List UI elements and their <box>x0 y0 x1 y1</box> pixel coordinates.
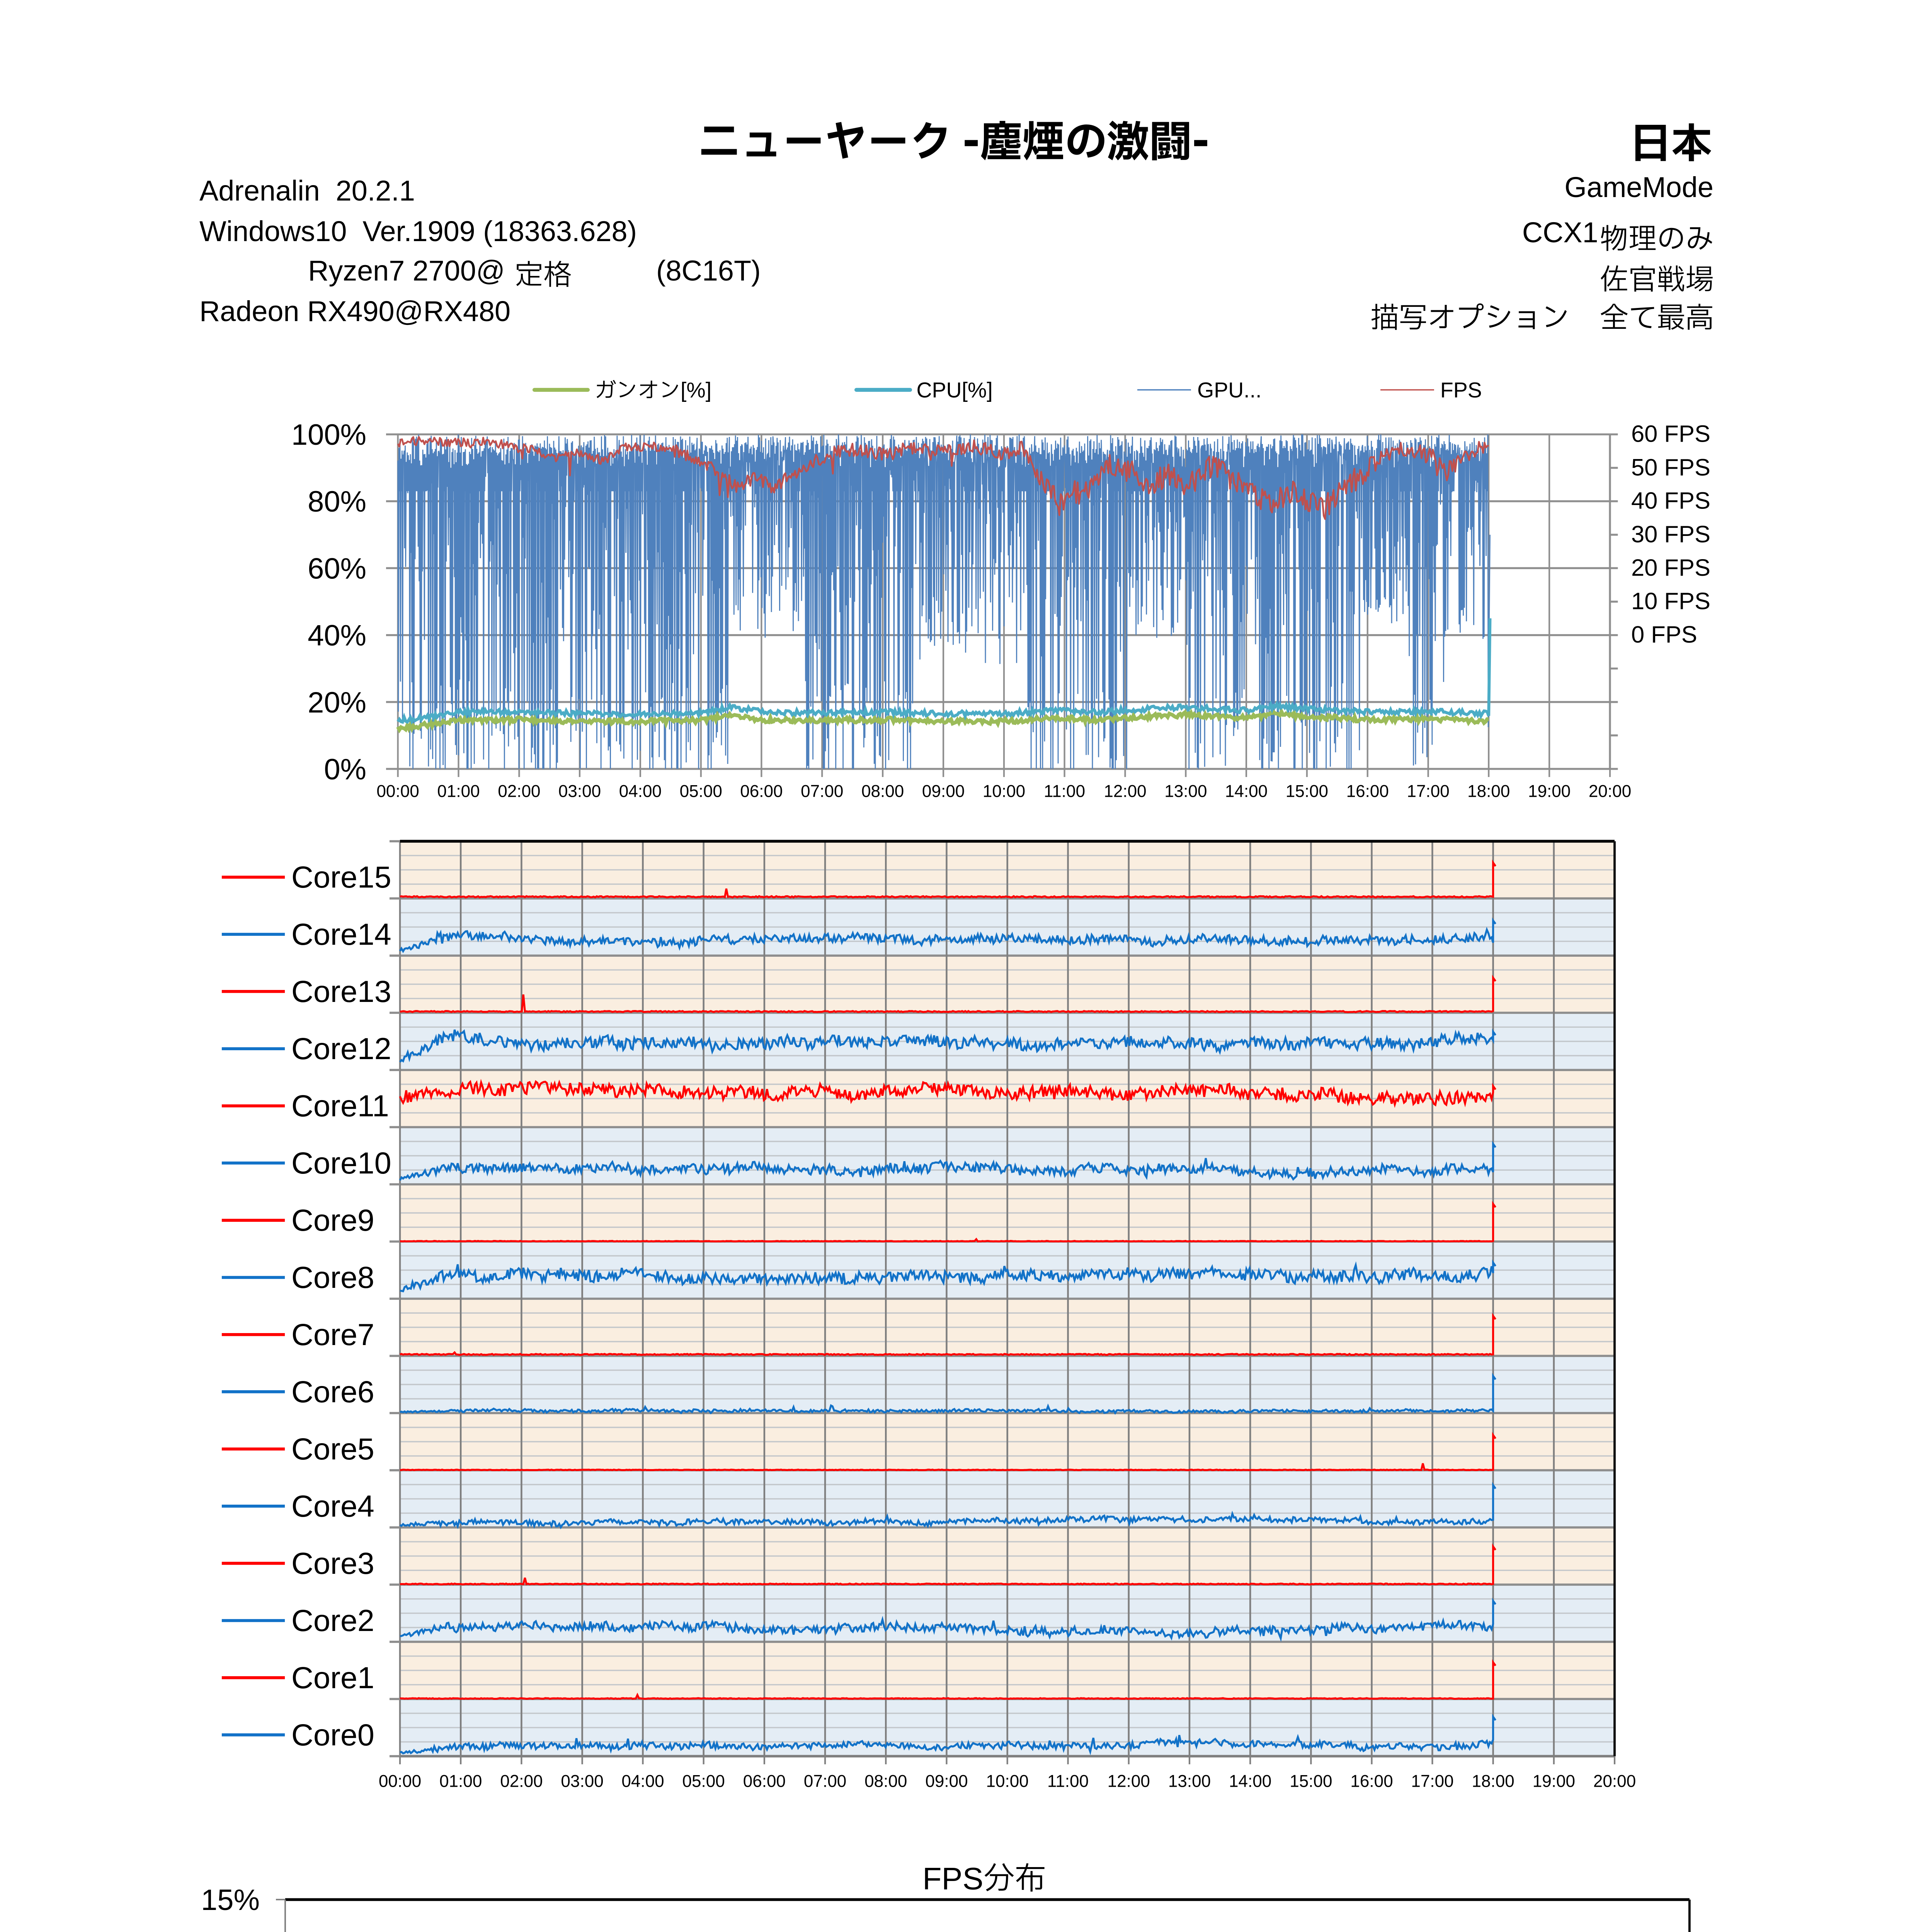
svg-text:100%: 100% <box>291 418 366 451</box>
svg-text:13:00: 13:00 <box>1164 782 1207 801</box>
svg-text:17:00: 17:00 <box>1407 782 1450 801</box>
svg-text:CPU[%]: CPU[%] <box>916 378 992 402</box>
svg-text:11:00: 11:00 <box>1047 1772 1089 1791</box>
svg-text:03:00: 03:00 <box>561 1772 603 1791</box>
svg-text:0 FPS: 0 FPS <box>1631 621 1697 648</box>
svg-text:15%: 15% <box>201 1884 260 1917</box>
svg-text:20:00: 20:00 <box>1589 782 1631 801</box>
svg-text:19:00: 19:00 <box>1528 782 1571 801</box>
svg-text:04:00: 04:00 <box>621 1772 664 1791</box>
svg-text:Core10: Core10 <box>291 1146 391 1180</box>
svg-text:Core13: Core13 <box>291 975 391 1009</box>
svg-text:08:00: 08:00 <box>864 1772 907 1791</box>
svg-text:20:00: 20:00 <box>1593 1772 1636 1791</box>
svg-text:15:00: 15:00 <box>1286 782 1328 801</box>
svg-text:Core3: Core3 <box>291 1546 374 1580</box>
svg-text:19:00: 19:00 <box>1533 1772 1575 1791</box>
svg-text:14:00: 14:00 <box>1225 782 1268 801</box>
svg-text:06:00: 06:00 <box>740 782 783 801</box>
svg-text:01:00: 01:00 <box>439 1772 482 1791</box>
svg-text:GPU...: GPU... <box>1197 378 1261 402</box>
svg-text:07:00: 07:00 <box>801 782 843 801</box>
svg-text:10:00: 10:00 <box>983 782 1025 801</box>
svg-text:10 FPS: 10 FPS <box>1631 588 1710 615</box>
svg-text:18:00: 18:00 <box>1472 1772 1514 1791</box>
svg-text:02:00: 02:00 <box>498 782 540 801</box>
svg-text:16:00: 16:00 <box>1346 782 1389 801</box>
svg-text:01:00: 01:00 <box>437 782 480 801</box>
svg-text:18:00: 18:00 <box>1467 782 1510 801</box>
svg-text:12:00: 12:00 <box>1108 1772 1150 1791</box>
svg-text:11:00: 11:00 <box>1044 782 1085 801</box>
svg-text:Core12: Core12 <box>291 1032 391 1066</box>
svg-text:Core15: Core15 <box>291 860 391 894</box>
svg-text:09:00: 09:00 <box>922 782 965 801</box>
svg-text:08:00: 08:00 <box>861 782 904 801</box>
svg-text:20%: 20% <box>308 686 366 719</box>
svg-text:06:00: 06:00 <box>743 1772 786 1791</box>
svg-text:09:00: 09:00 <box>925 1772 968 1791</box>
svg-text:00:00: 00:00 <box>379 1772 421 1791</box>
svg-text:Core1: Core1 <box>291 1661 374 1695</box>
svg-text:60 FPS: 60 FPS <box>1631 421 1710 447</box>
svg-text:Core0: Core0 <box>291 1718 374 1752</box>
svg-text:80%: 80% <box>308 485 366 518</box>
svg-text:05:00: 05:00 <box>680 782 722 801</box>
svg-text:Core9: Core9 <box>291 1203 374 1237</box>
svg-text:0%: 0% <box>324 753 366 786</box>
svg-text:Core2: Core2 <box>291 1604 374 1638</box>
svg-text:02:00: 02:00 <box>500 1772 543 1791</box>
svg-text:12:00: 12:00 <box>1104 782 1146 801</box>
svg-text:07:00: 07:00 <box>804 1772 846 1791</box>
svg-text:Core7: Core7 <box>291 1318 374 1352</box>
svg-text:50 FPS: 50 FPS <box>1631 454 1710 481</box>
svg-text:Core8: Core8 <box>291 1260 374 1294</box>
svg-text:13:00: 13:00 <box>1168 1772 1211 1791</box>
svg-text:Core5: Core5 <box>291 1432 374 1466</box>
svg-text:Core14: Core14 <box>291 917 391 951</box>
svg-text:10:00: 10:00 <box>986 1772 1029 1791</box>
svg-text:FPS: FPS <box>1440 378 1482 402</box>
svg-text:03:00: 03:00 <box>558 782 601 801</box>
svg-text:FPS: FPS <box>922 1861 984 1896</box>
svg-text:04:00: 04:00 <box>619 782 662 801</box>
svg-text:15:00: 15:00 <box>1290 1772 1332 1791</box>
svg-text:16:00: 16:00 <box>1350 1772 1393 1791</box>
svg-text:40 FPS: 40 FPS <box>1631 488 1710 514</box>
svg-text:Core6: Core6 <box>291 1375 374 1409</box>
svg-text:Core4: Core4 <box>291 1489 374 1523</box>
svg-text:[%]: [%] <box>681 378 711 402</box>
svg-text:14:00: 14:00 <box>1229 1772 1271 1791</box>
svg-text:40%: 40% <box>308 619 366 652</box>
svg-text:17:00: 17:00 <box>1411 1772 1453 1791</box>
svg-text:Core11: Core11 <box>291 1089 389 1123</box>
svg-text:60%: 60% <box>308 552 366 585</box>
svg-text:20 FPS: 20 FPS <box>1631 554 1710 581</box>
svg-text:30 FPS: 30 FPS <box>1631 521 1710 548</box>
svg-text:00:00: 00:00 <box>376 782 419 801</box>
svg-text:05:00: 05:00 <box>682 1772 725 1791</box>
